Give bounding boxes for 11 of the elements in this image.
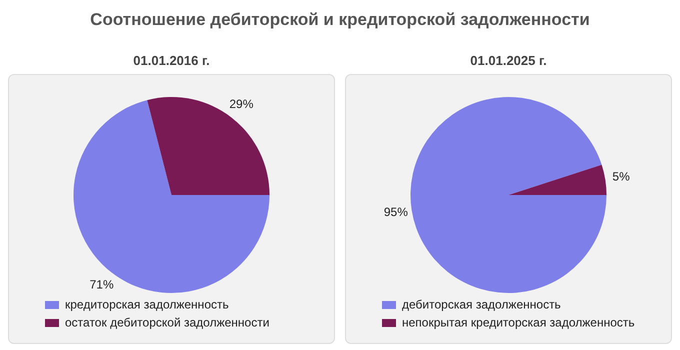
legend-label: непокрытая кредиторская задолженность [402, 315, 635, 330]
legend-label: кредиторская задолженность [65, 297, 229, 312]
data-label: 29% [229, 97, 254, 112]
data-label: 71% [90, 277, 114, 292]
text: Соотношение дебиторской и кредиторской задолженности [89, 10, 591, 30]
data-label: 5% [612, 169, 630, 184]
data-label: 95% [384, 205, 408, 220]
legend-label: остаток дебиторской задолженности [65, 315, 270, 330]
legend-label: дебиторская задолженность [402, 297, 561, 312]
chart-subtitle: 01.01.2025 г. [469, 52, 548, 70]
chart-subtitle: 01.01.2016 г. [132, 52, 211, 70]
